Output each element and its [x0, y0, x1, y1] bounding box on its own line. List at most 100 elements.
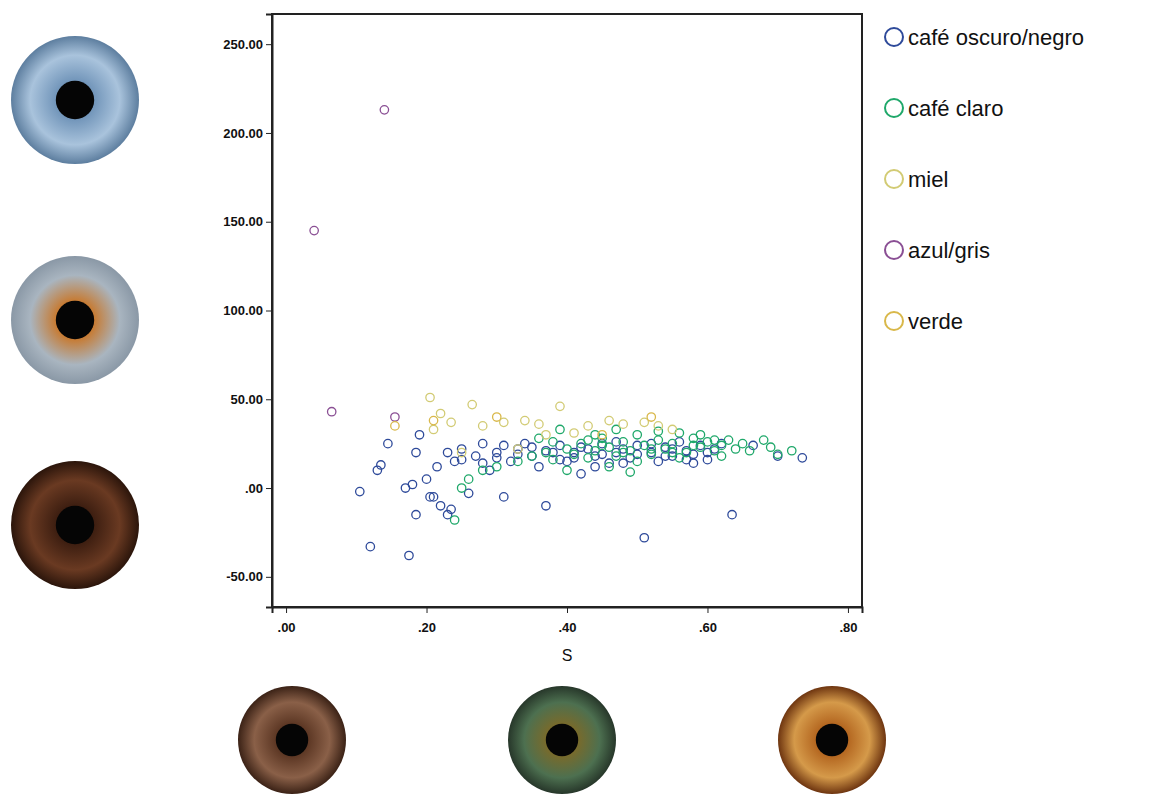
point	[598, 441, 606, 449]
legend-item: café claro	[885, 96, 1003, 121]
tick-label: .40	[558, 620, 576, 635]
tick-label: 100.00	[223, 303, 263, 318]
legend-label: miel	[908, 167, 948, 192]
point	[535, 420, 543, 428]
tick-mark	[848, 607, 849, 613]
point	[412, 448, 420, 456]
point	[542, 448, 550, 456]
point	[528, 443, 536, 451]
iris-pupil	[276, 724, 308, 756]
tick-label: .20	[418, 620, 436, 635]
point	[356, 487, 364, 495]
point	[542, 431, 550, 439]
point	[405, 551, 413, 559]
point	[738, 439, 746, 447]
point	[563, 466, 571, 474]
point	[654, 422, 662, 430]
point	[689, 441, 697, 449]
legend-label: café oscuro/negro	[908, 25, 1084, 50]
tick-mark	[266, 577, 272, 578]
point	[443, 448, 451, 456]
point	[717, 452, 725, 460]
point	[310, 226, 318, 234]
point	[633, 457, 641, 465]
point	[493, 454, 501, 462]
tick-label: 50.00	[230, 392, 263, 407]
iris-image	[238, 686, 346, 794]
legend-marker	[885, 241, 903, 259]
point	[500, 441, 508, 449]
point	[471, 452, 479, 460]
axis-line	[266, 15, 273, 608]
point	[584, 454, 592, 462]
tick-mark	[266, 133, 272, 134]
tick-mark	[266, 311, 272, 312]
point	[619, 459, 627, 467]
tick-mark	[266, 44, 272, 45]
point	[654, 436, 662, 444]
point	[668, 448, 676, 456]
tick-label: .00	[278, 620, 296, 635]
legend-marker	[885, 312, 903, 330]
legend-marker	[885, 99, 903, 117]
point	[380, 106, 388, 114]
iris-pupil	[816, 724, 848, 756]
point	[745, 447, 753, 455]
point	[450, 516, 458, 524]
point	[549, 455, 557, 463]
point	[528, 452, 536, 460]
point	[619, 448, 627, 456]
point	[766, 443, 774, 451]
point	[493, 413, 501, 421]
point	[668, 439, 676, 447]
point	[647, 413, 655, 421]
point	[457, 484, 465, 492]
legend-label: café claro	[908, 96, 1003, 121]
point	[415, 431, 423, 439]
point	[468, 400, 476, 408]
point	[479, 439, 487, 447]
point	[391, 422, 399, 430]
legend-marker	[885, 170, 903, 188]
point	[640, 534, 648, 542]
legend-label: azul/gris	[908, 238, 990, 263]
tick: .60	[699, 607, 717, 635]
tick: 150.00	[223, 214, 272, 229]
point	[429, 493, 437, 501]
legend-label: verde	[908, 309, 963, 334]
tick: .00	[245, 481, 272, 496]
tick-mark	[266, 399, 272, 400]
point	[584, 422, 592, 430]
tick: 50.00	[230, 392, 272, 407]
legend-item: miel	[885, 167, 948, 192]
iris-pupil	[56, 81, 94, 119]
legend-marker	[885, 28, 903, 46]
point	[412, 510, 420, 518]
point	[426, 393, 434, 401]
tick: 100.00	[223, 303, 272, 318]
point	[728, 510, 736, 518]
point	[619, 438, 627, 446]
point	[514, 445, 522, 453]
tick-mark	[266, 488, 272, 489]
point	[422, 475, 430, 483]
point	[798, 454, 806, 462]
legend-item: verde	[885, 309, 963, 334]
point	[384, 439, 392, 447]
legend-item: azul/gris	[885, 238, 990, 263]
plot-frame	[272, 14, 862, 607]
tick: .80	[839, 607, 857, 635]
point	[668, 425, 676, 433]
point	[570, 429, 578, 437]
tick: .00	[278, 607, 296, 635]
iris-image	[11, 461, 139, 589]
point	[500, 493, 508, 501]
tick-mark	[286, 607, 287, 613]
points	[310, 106, 807, 560]
point	[328, 408, 336, 416]
point	[391, 413, 399, 421]
point	[535, 463, 543, 471]
axis-title: S	[562, 647, 573, 664]
tick-label: -50.00	[226, 569, 263, 584]
iris-pupil	[56, 506, 94, 544]
